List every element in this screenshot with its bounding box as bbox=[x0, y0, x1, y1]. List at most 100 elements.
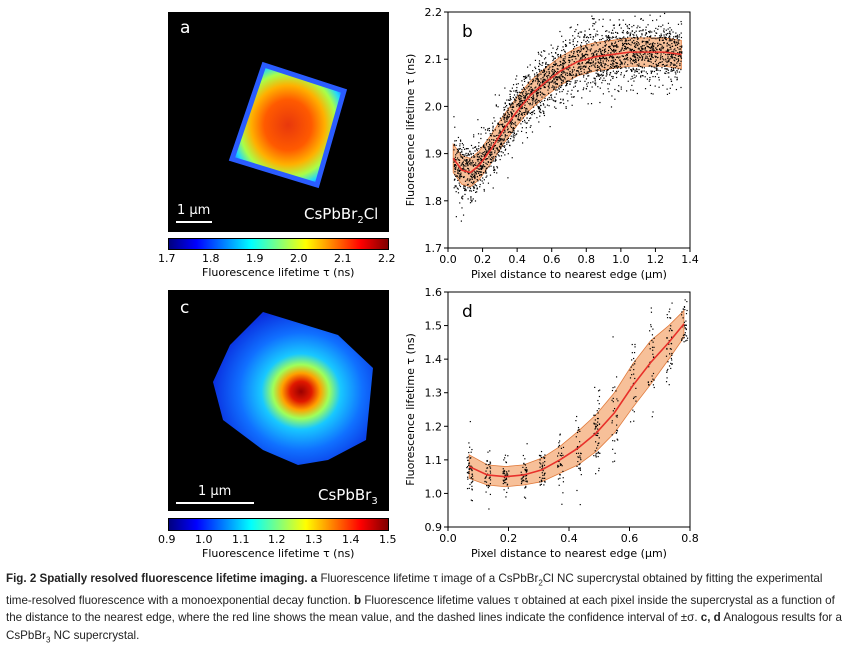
data-point bbox=[510, 104, 512, 106]
data-point bbox=[557, 478, 560, 480]
data-point bbox=[502, 472, 504, 475]
data-point bbox=[678, 55, 680, 57]
data-point bbox=[542, 470, 544, 472]
data-point bbox=[636, 53, 638, 55]
data-point bbox=[560, 447, 563, 449]
data-point bbox=[630, 68, 632, 71]
data-point bbox=[487, 464, 490, 466]
data-point bbox=[526, 480, 528, 482]
data-point bbox=[638, 63, 640, 65]
data-point bbox=[656, 68, 658, 70]
data-point bbox=[618, 85, 620, 87]
data-point bbox=[466, 184, 469, 186]
data-point bbox=[657, 44, 659, 46]
data-point bbox=[657, 52, 659, 55]
data-point bbox=[652, 48, 655, 50]
caption-a-label: a bbox=[310, 572, 318, 585]
data-point bbox=[518, 98, 521, 101]
data-point bbox=[525, 485, 527, 487]
data-point bbox=[526, 108, 528, 110]
data-point bbox=[634, 45, 636, 48]
data-point bbox=[631, 42, 633, 44]
data-point bbox=[569, 74, 571, 76]
data-point bbox=[578, 62, 580, 64]
data-point bbox=[684, 327, 686, 329]
data-point bbox=[590, 103, 593, 105]
data-point bbox=[457, 159, 459, 161]
data-point bbox=[634, 44, 636, 46]
data-point bbox=[512, 96, 514, 99]
data-point bbox=[507, 131, 509, 133]
data-point bbox=[530, 96, 532, 99]
data-point bbox=[634, 36, 636, 39]
data-point bbox=[640, 30, 642, 32]
data-point bbox=[661, 61, 663, 63]
data-point bbox=[652, 411, 654, 413]
data-point bbox=[489, 467, 492, 469]
data-point bbox=[522, 476, 524, 478]
data-point bbox=[485, 476, 487, 478]
caption-b-text: Fluorescence lifetime values τ obtained … bbox=[6, 593, 835, 625]
data-point bbox=[669, 87, 671, 89]
data-point bbox=[563, 72, 565, 74]
data-point bbox=[583, 74, 585, 76]
data-point bbox=[462, 157, 464, 159]
data-point bbox=[574, 85, 576, 87]
data-point bbox=[667, 50, 669, 52]
data-point bbox=[564, 51, 566, 53]
data-point bbox=[557, 53, 559, 56]
data-point bbox=[678, 54, 681, 56]
data-point bbox=[542, 103, 544, 105]
data-point bbox=[541, 96, 543, 98]
data-point bbox=[597, 421, 599, 423]
y-tick-label: 1.4 bbox=[425, 353, 443, 366]
data-point bbox=[685, 328, 687, 330]
data-point bbox=[541, 479, 543, 481]
data-point bbox=[551, 55, 553, 57]
data-point bbox=[500, 148, 502, 150]
data-point bbox=[569, 67, 571, 69]
data-point bbox=[584, 33, 586, 36]
data-point bbox=[541, 80, 544, 82]
data-point bbox=[459, 140, 462, 142]
data-point bbox=[465, 159, 468, 161]
data-point bbox=[657, 37, 659, 39]
data-point bbox=[556, 47, 559, 49]
data-point bbox=[650, 380, 653, 383]
data-point bbox=[532, 106, 535, 108]
data-point bbox=[642, 53, 644, 56]
data-point bbox=[499, 117, 502, 119]
data-point bbox=[524, 121, 526, 123]
data-point bbox=[659, 36, 662, 38]
data-point bbox=[528, 112, 530, 114]
data-point bbox=[676, 65, 678, 67]
data-point bbox=[623, 76, 625, 78]
data-point bbox=[457, 136, 460, 139]
data-point bbox=[475, 164, 477, 166]
data-point bbox=[565, 45, 568, 47]
data-point bbox=[473, 189, 475, 192]
data-point bbox=[672, 69, 674, 71]
data-point bbox=[559, 464, 562, 466]
data-point bbox=[541, 71, 544, 73]
data-point bbox=[557, 465, 559, 468]
data-point bbox=[524, 95, 526, 98]
data-point bbox=[479, 186, 481, 188]
data-point bbox=[532, 70, 534, 72]
data-point bbox=[680, 32, 682, 34]
data-point bbox=[543, 473, 546, 475]
data-point bbox=[560, 84, 563, 87]
data-point bbox=[507, 140, 509, 142]
data-point bbox=[541, 468, 543, 470]
data-point bbox=[503, 470, 505, 473]
data-point bbox=[677, 58, 679, 60]
data-point bbox=[465, 148, 467, 150]
y-tick-label: 1.0 bbox=[425, 487, 443, 500]
data-point bbox=[632, 67, 634, 69]
data-point bbox=[669, 58, 671, 60]
data-point bbox=[503, 106, 505, 109]
data-point bbox=[541, 64, 543, 66]
data-point bbox=[484, 153, 486, 155]
data-point bbox=[487, 451, 489, 453]
data-point bbox=[665, 36, 667, 39]
